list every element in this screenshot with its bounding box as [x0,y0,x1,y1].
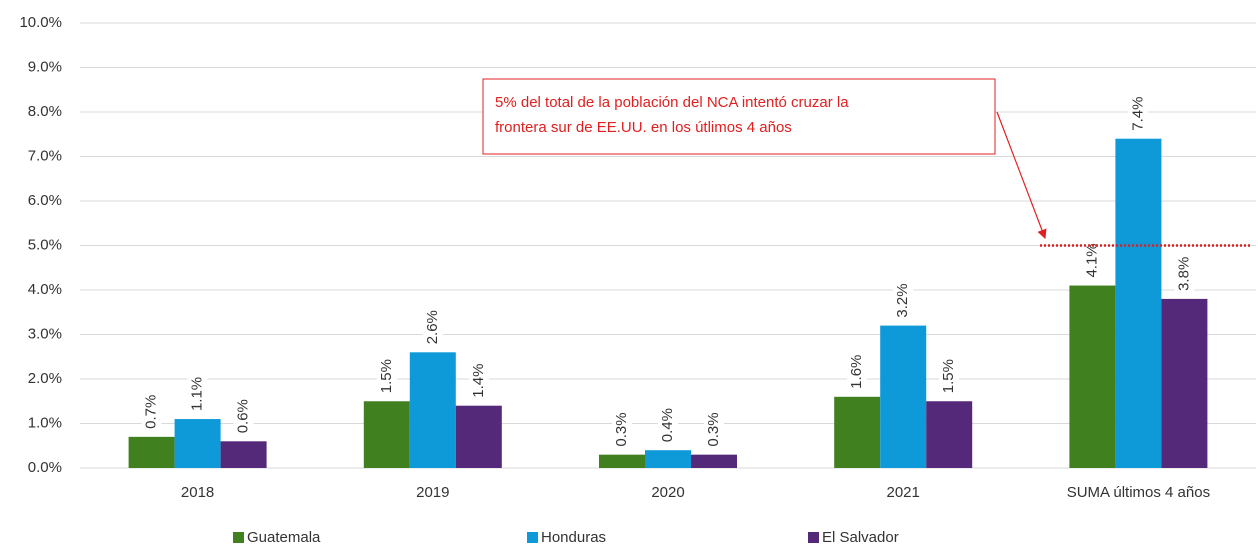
bar [1161,298,1208,468]
value-label: 0.4% [659,408,676,442]
x-tick-label: 2019 [416,484,449,501]
bar [455,405,502,468]
y-tick-label: 10.0% [19,14,62,31]
bar [1069,285,1116,468]
value-label-bg [422,308,443,347]
value-label: 0.3% [613,412,630,446]
value-label: 2.6% [424,310,441,344]
bar [880,325,927,468]
value-label-bg [612,410,632,449]
x-tick-label: 2021 [887,484,920,501]
bar [363,401,410,468]
legend-label: Guatemala [247,529,321,546]
bar [128,436,175,468]
value-label-bg [658,406,678,445]
bar [1115,138,1162,468]
bar [599,454,645,468]
value-label: 1.5% [940,359,957,393]
value-label-bg [939,357,960,396]
bar [409,352,456,468]
legend-swatch [233,532,244,543]
y-tick-label: 2.0% [28,370,62,387]
bar [645,450,691,468]
annotation-box [482,78,996,155]
x-tick-label: 2018 [181,484,214,501]
bar [220,441,267,468]
value-label: 1.5% [378,359,395,393]
legend-label: El Salvador [822,529,899,546]
bar [834,396,881,468]
y-tick-label: 3.0% [28,325,62,342]
annotation-text: 5% del total de la población del NCA int… [495,94,849,111]
x-tick-label: SUMA últimos 4 años [1067,484,1210,501]
value-label: 3.8% [1175,257,1192,291]
value-label: 1.1% [189,377,206,411]
value-label-bg [1128,94,1149,133]
value-label: 3.2% [894,283,911,317]
value-label-bg [1082,241,1103,280]
value-label-bg [847,352,868,391]
y-tick-label: 4.0% [28,281,62,298]
value-label-bg [376,357,397,396]
value-label-bg [1174,254,1195,293]
bar [926,401,973,468]
legend-swatch [808,532,819,543]
y-tick-label: 6.0% [28,192,62,209]
value-label: 0.7% [143,395,160,429]
value-label: 7.4% [1129,96,1146,130]
value-label: 1.6% [848,355,865,389]
y-tick-label: 0.0% [28,459,62,476]
bar [691,454,737,468]
value-label-bg [468,361,489,400]
value-label: 0.3% [705,412,722,446]
y-tick-label: 5.0% [28,236,62,253]
value-label-bg [893,281,914,320]
value-label-bg [141,392,162,431]
y-tick-label: 8.0% [28,103,62,120]
legend-label: Honduras [541,529,606,546]
value-label-bg [233,397,254,436]
annotation-arrow [996,111,1047,240]
y-tick-label: 1.0% [28,414,62,431]
bar [174,419,221,468]
value-label: 0.6% [235,399,252,433]
value-label: 1.4% [470,363,487,397]
y-tick-label: 7.0% [28,147,62,164]
y-tick-label: 9.0% [28,58,62,75]
x-tick-label: 2020 [651,484,684,501]
annotation-text: frontera sur de EE.UU. en los útlimos 4 … [495,119,792,136]
value-label-bg [187,375,208,414]
value-label-bg [704,410,724,449]
legend-swatch [527,532,538,543]
value-label: 4.1% [1083,243,1100,277]
